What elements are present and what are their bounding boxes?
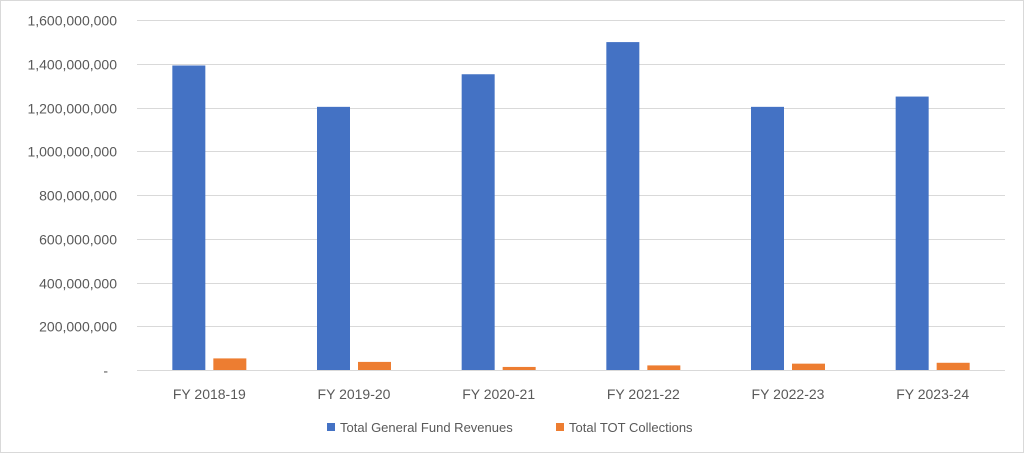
legend-label-tot: Total TOT Collections [569, 420, 693, 435]
legend-label-general-fund: Total General Fund Revenues [340, 420, 513, 435]
bar-general-fund [317, 106, 350, 370]
y-tick-label: 200,000,000 [39, 319, 117, 335]
bar-tot [358, 361, 391, 370]
y-tick-label: 1,400,000,000 [27, 57, 117, 73]
bar-general-fund [895, 96, 929, 370]
y-tick-label: 400,000,000 [39, 276, 117, 292]
legend-swatch-general-fund [327, 423, 335, 431]
bar-tot [502, 366, 536, 370]
y-tick-label: 600,000,000 [39, 232, 117, 248]
bar-general-fund [751, 106, 784, 370]
bar-tot [936, 362, 970, 370]
x-tick-label: FY 2022-23 [752, 386, 825, 402]
x-tick-label: FY 2021-22 [607, 386, 680, 402]
legend-swatch-tot [556, 423, 564, 431]
bars [172, 42, 970, 370]
bar-general-fund [172, 65, 206, 370]
gridlines [137, 20, 1005, 371]
y-tick-label: - [103, 363, 108, 379]
x-tick-label: FY 2019-20 [318, 386, 391, 402]
x-tick-label: FY 2020-21 [462, 386, 535, 402]
bar-general-fund [606, 42, 640, 370]
bar-tot [647, 365, 681, 370]
y-tick-label: 1,200,000,000 [27, 101, 117, 117]
bar-tot [213, 358, 247, 370]
y-tick-label: 1,000,000,000 [27, 144, 117, 160]
y-axis: - 200,000,000 400,000,000 600,000,000 800,00… [27, 13, 117, 379]
y-tick-label: 1,600,000,000 [27, 13, 117, 29]
y-tick-label: 800,000,000 [39, 188, 117, 204]
legend: Total General Fund Revenues Total TOT Co… [327, 420, 693, 435]
bar-general-fund [461, 74, 495, 370]
bar-tot [792, 363, 825, 370]
x-tick-label: FY 2018-19 [173, 386, 246, 402]
x-tick-label: FY 2023-24 [896, 386, 969, 402]
x-axis: FY 2018-19 FY 2019-20 FY 2020-21 FY 2021-22… [173, 386, 969, 402]
